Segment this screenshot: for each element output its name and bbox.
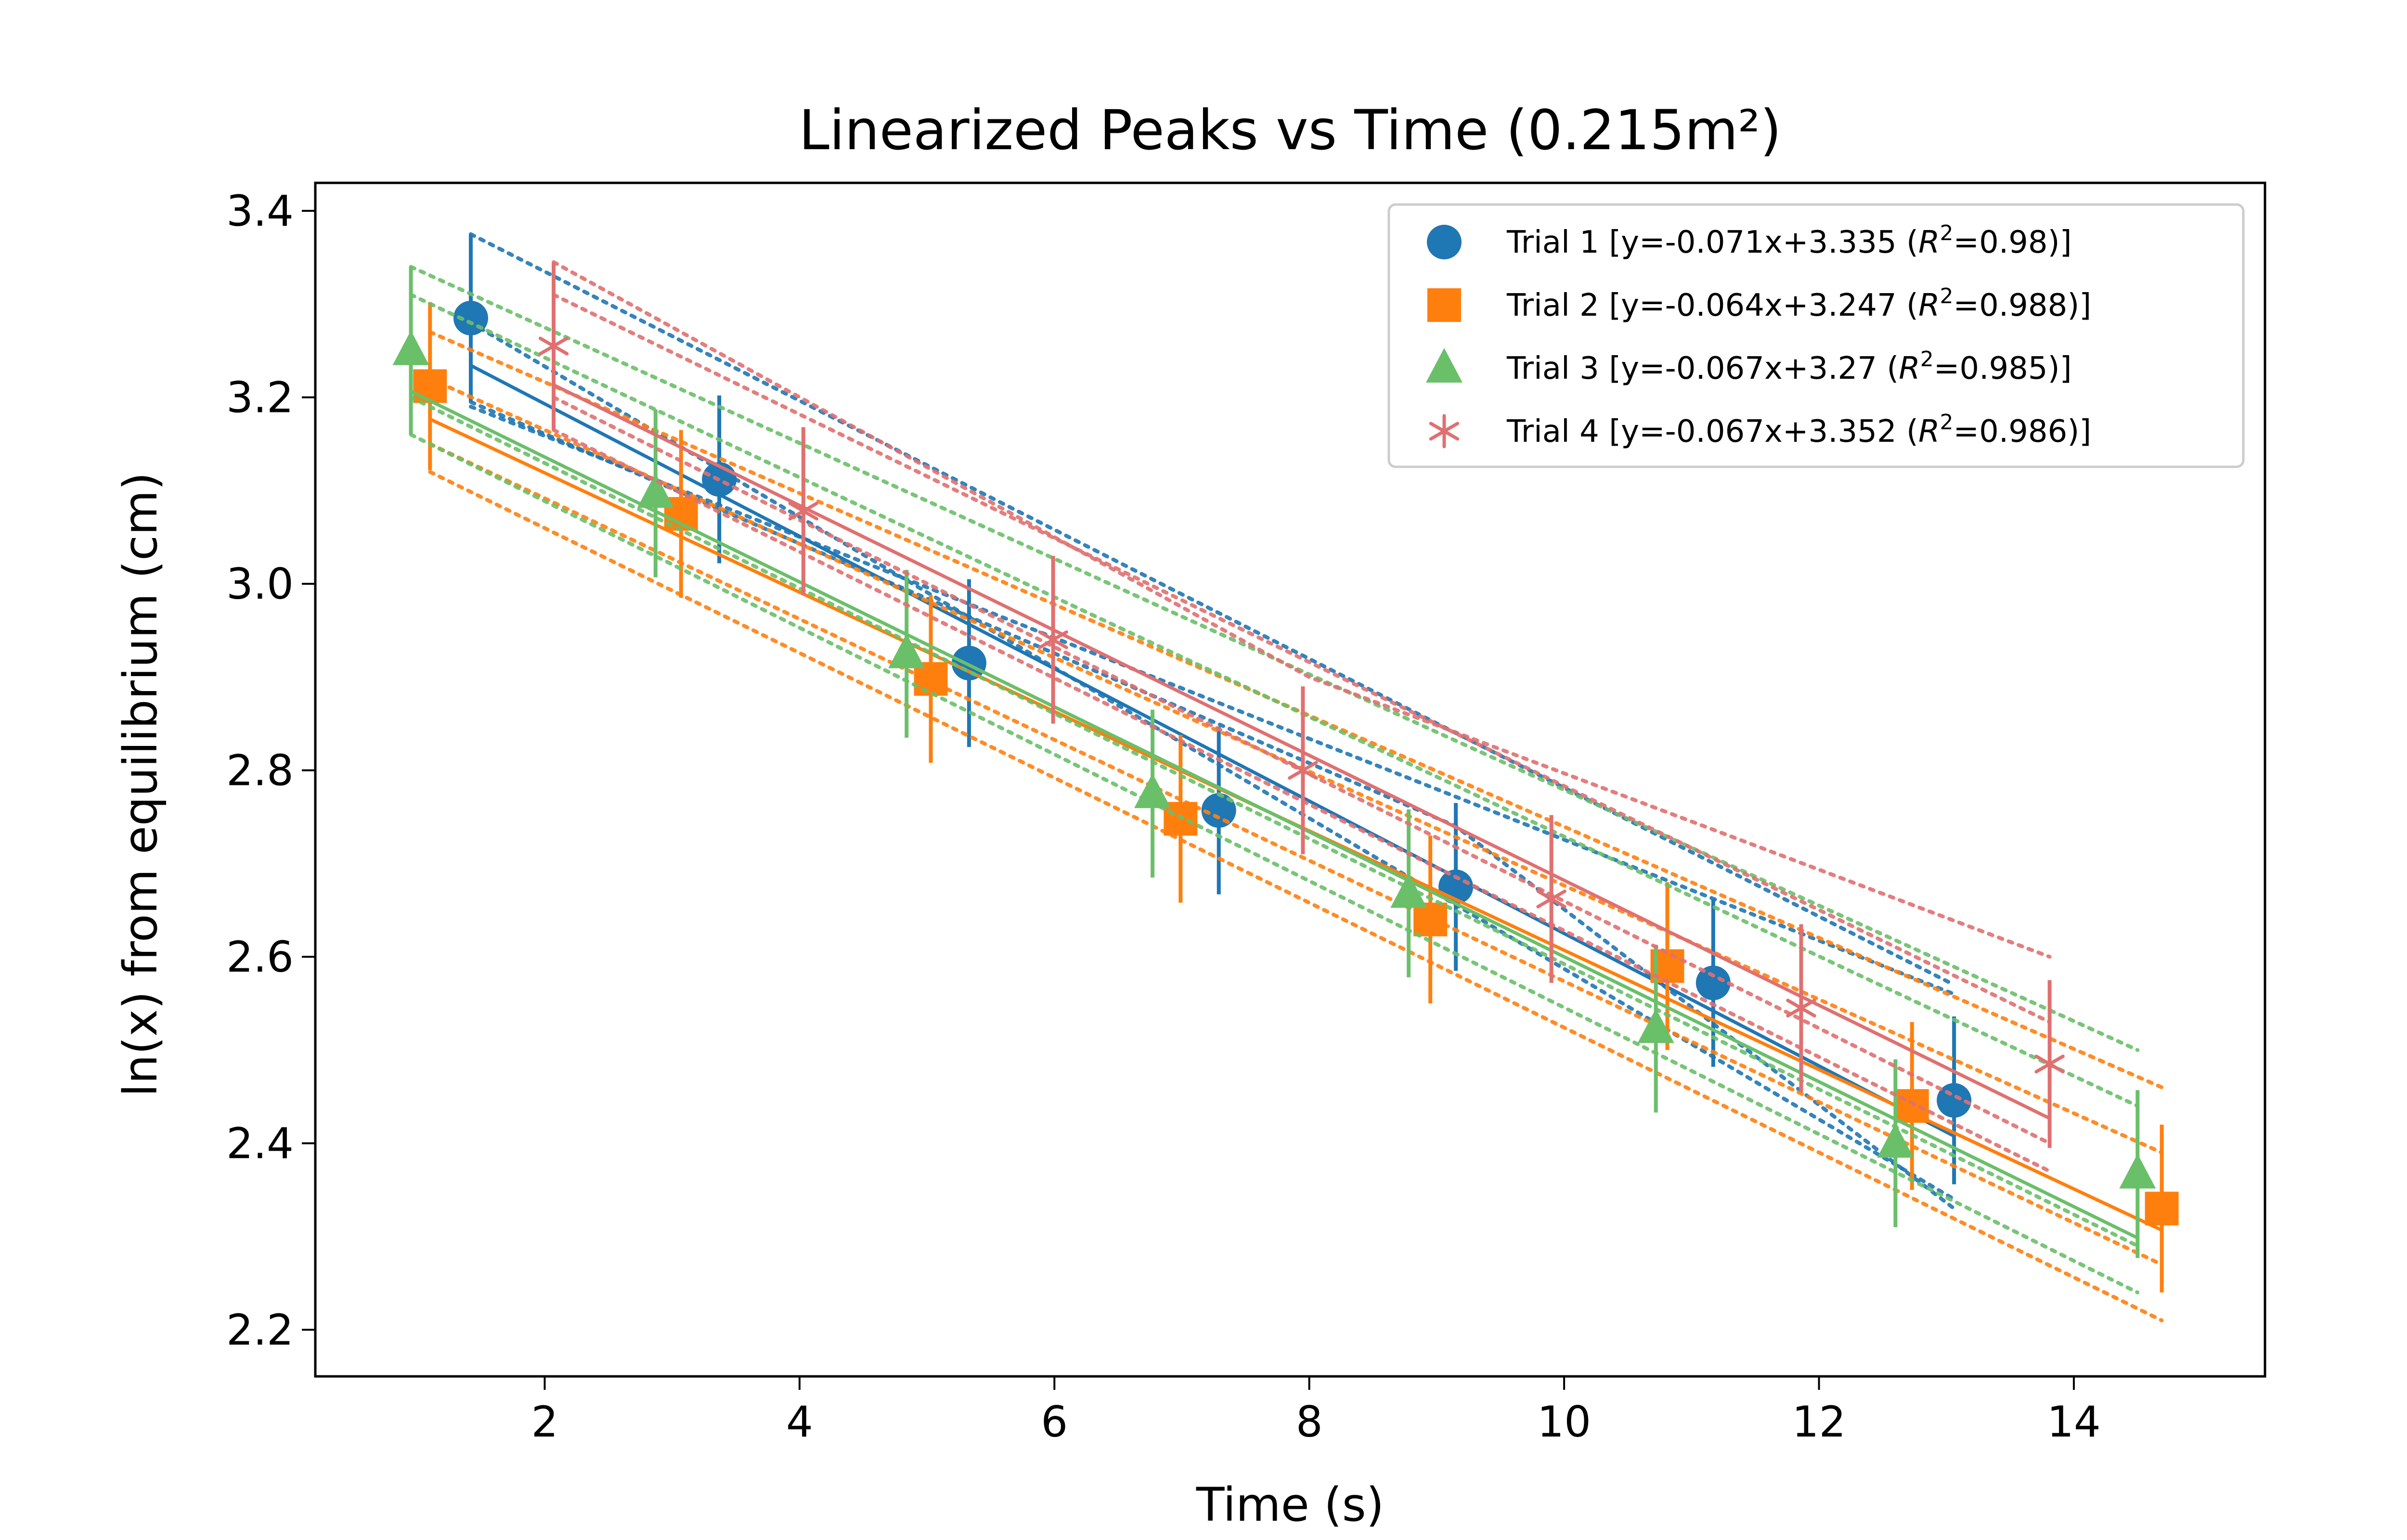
data-point	[1134, 773, 1171, 808]
data-point	[1637, 1008, 1674, 1043]
data-point	[1536, 882, 1566, 916]
fit-bound-line	[428, 376, 2164, 1155]
data-point	[1695, 965, 1731, 1001]
data-point	[1201, 793, 1236, 828]
data-point	[1895, 1089, 1929, 1123]
data-point	[1288, 753, 1318, 788]
x-tick-label: 10	[1537, 1397, 1591, 1447]
data-point	[1877, 1123, 1914, 1158]
legend-marker	[1427, 225, 1462, 259]
y-tick-label: 3.4	[226, 186, 294, 236]
fit-bound-line	[552, 260, 2052, 959]
data-point	[788, 494, 819, 528]
fit-line	[410, 390, 2138, 1240]
data-point	[1390, 873, 1427, 908]
series-3	[392, 265, 2156, 1295]
legend-entry: Trial 1 [y=-0.071x+3.335 (R2=0.98)]	[1506, 221, 2072, 260]
chart-title: Linearized Peaks vs Time (0.215m²)	[799, 98, 1781, 162]
fit-bound-line	[428, 470, 2164, 1322]
fit-bound-line	[409, 265, 2140, 1052]
data-point	[2034, 1047, 2065, 1081]
legend-entry: Trial 4 [y=-0.067x+3.352 (R2=0.986)]	[1506, 410, 2091, 449]
legend: Trial 1 [y=-0.071x+3.335 (R2=0.98)] Trial…	[1387, 203, 2245, 468]
data-point	[413, 369, 447, 403]
axis-ticks: 2 4 6 8 10 12 14 2.2 2.4 2.6 2.8 3.0 3.2 3.4	[226, 186, 2101, 1447]
data-point	[637, 473, 674, 508]
y-tick-label: 3.2	[226, 373, 294, 423]
legend-entry: Trial 2 [y=-0.064x+3.247 (R2=0.988)]	[1506, 284, 2091, 323]
x-tick-label: 4	[786, 1397, 813, 1447]
x-axis-label: Time (s)	[1196, 1478, 1384, 1532]
data-point	[2119, 1154, 2156, 1189]
y-tick-label: 2.4	[226, 1119, 294, 1168]
x-tick-label: 6	[1041, 1397, 1068, 1447]
x-tick-label: 14	[2047, 1397, 2101, 1447]
legend-marker	[1427, 288, 1461, 322]
legend-entry: Trial 3 [y=-0.067x+3.27 (R2=0.985)]	[1506, 347, 2072, 386]
fit-bound-line	[428, 442, 2164, 1267]
plot-area	[392, 232, 2179, 1322]
data-point	[392, 330, 429, 365]
data-point	[888, 633, 925, 668]
data-point	[1786, 991, 1816, 1026]
fit-bound-line	[552, 293, 2052, 1024]
data-point	[2145, 1192, 2179, 1226]
y-axis-label: ln(x) from equilibrium (cm)	[114, 472, 168, 1097]
y-tick-label: 2.8	[226, 746, 294, 796]
data-point	[1038, 622, 1068, 657]
data-point	[538, 329, 569, 363]
fit-bound-line	[409, 433, 2140, 1295]
x-tick-label: 12	[1792, 1397, 1846, 1447]
legend-box	[1387, 203, 2245, 468]
y-tick-label: 2.6	[226, 932, 294, 982]
y-tick-label: 2.2	[226, 1305, 294, 1355]
y-tick-label: 3.0	[226, 559, 294, 609]
data-point	[951, 645, 986, 680]
x-tick-label: 2	[531, 1397, 558, 1447]
plot-frame	[314, 181, 2266, 1378]
legend-marker	[1429, 414, 1460, 449]
fit-bound-line	[409, 293, 2140, 1108]
fit-bound-line	[409, 395, 2140, 1248]
legend-marker	[1426, 348, 1462, 383]
series-4	[538, 260, 2065, 1173]
x-tick-label: 8	[1296, 1397, 1323, 1447]
data-point	[1413, 902, 1448, 937]
